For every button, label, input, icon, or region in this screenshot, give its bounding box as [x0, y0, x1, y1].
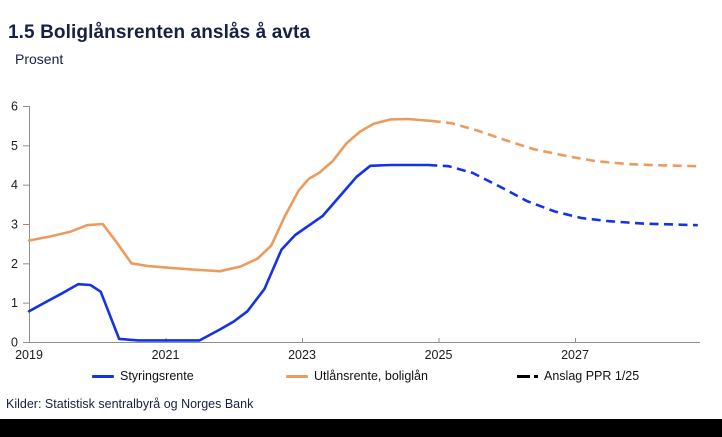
legend: Styringsrente Utlånsrente, boliglån Ansl…: [0, 367, 722, 385]
series-styringsrente: [27, 163, 430, 342]
x-tick-label: 2019: [15, 348, 43, 362]
x-tick-label: 2027: [561, 348, 589, 362]
legend-item-anslag: Anslag PPR 1/25: [517, 367, 639, 385]
x-tick-label: 2023: [288, 348, 316, 362]
legend-label: Styringsrente: [120, 369, 194, 383]
series-utlansrente-boliglan: [27, 117, 433, 273]
series-styringsrente-anslag: [428, 163, 698, 227]
y-tick-label: 5: [11, 139, 18, 153]
lending-rate-line-icon: [286, 374, 308, 378]
source-note: Kilder: Statistisk sentralbyrå og Norges…: [6, 397, 254, 411]
x-tick-label: 2021: [152, 348, 180, 362]
rate-line-chart: 0 1 2 3 4 5 6 2019 2021 2023 2025 2027: [11, 100, 700, 362]
y-tick-label: 2: [11, 257, 18, 271]
chart-area: 0 1 2 3 4 5 6 2019 2021 2023 2025 2027: [11, 100, 700, 362]
forecast-dash-icon: [517, 374, 538, 378]
bottom-bar: [0, 419, 722, 437]
y-tick-label: 6: [11, 100, 18, 114]
x-tick-label: 2025: [425, 348, 453, 362]
legend-label: Utlånsrente, boliglån: [314, 369, 428, 383]
series-utlansrente-boliglan-anslag: [431, 119, 698, 168]
y-tick-label: 4: [11, 178, 18, 192]
y-tick-label: 3: [11, 218, 18, 232]
legend-item-utlansrente: Utlånsrente, boliglån: [286, 367, 428, 385]
legend-label: Anslag PPR 1/25: [544, 369, 640, 383]
legend-item-styringsrente: Styringsrente: [92, 367, 194, 385]
policy-rate-line-icon: [92, 374, 114, 378]
y-tick-label: 1: [11, 296, 18, 310]
y-tick-label: 0: [11, 336, 18, 350]
chart-title: 1.5 Boliglånsrenten anslås å avta: [8, 22, 311, 43]
chart-subtitle: Prosent: [15, 51, 64, 67]
